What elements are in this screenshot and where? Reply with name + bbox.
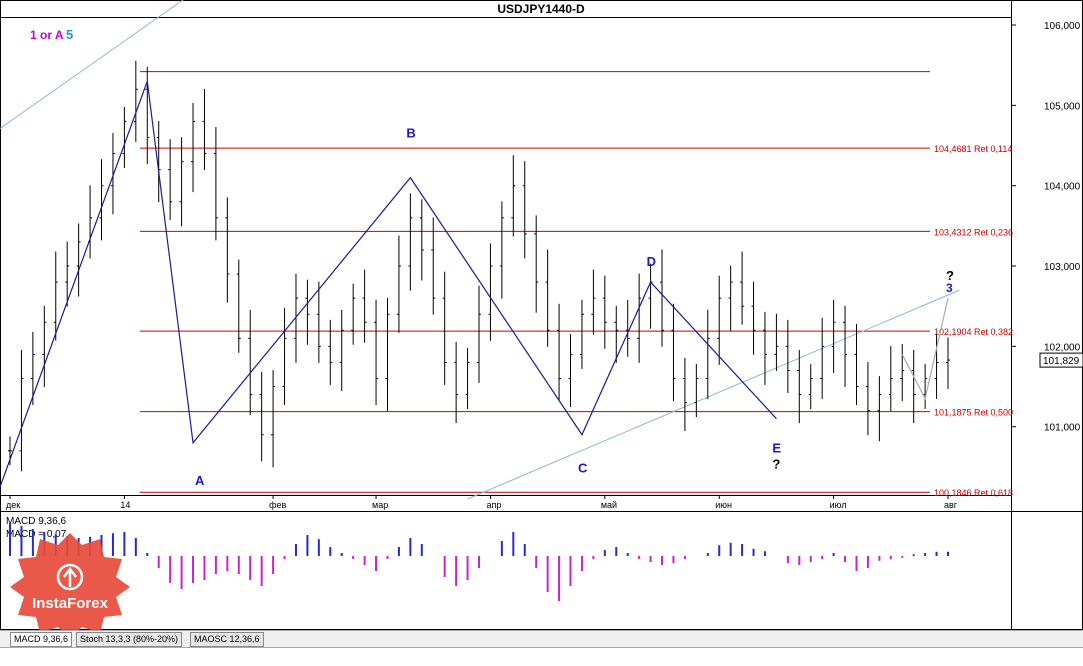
wave-label: ? bbox=[946, 268, 954, 283]
time-tick-label: июн bbox=[715, 500, 732, 510]
time-tick-label: дек bbox=[6, 500, 20, 510]
wave-label: 5 bbox=[66, 27, 73, 42]
time-tick-label: май bbox=[601, 500, 617, 510]
time-tick-label: мар bbox=[372, 500, 388, 510]
chart-title: USDJPY1440-D bbox=[497, 2, 585, 16]
fib-level-label: 102,1904 Ret 0,382 bbox=[934, 327, 1013, 337]
wave-label: E bbox=[772, 441, 781, 456]
fib-level-label: 103,4312 Ret 0,236 bbox=[934, 227, 1013, 237]
fib-level-label: 104,4681 Ret 0,114 bbox=[934, 144, 1012, 154]
wave-label: D bbox=[647, 254, 656, 269]
logo-text: InstaForex bbox=[32, 595, 108, 612]
instaforex-logo: InstaForex bbox=[8, 533, 132, 639]
price-tick-label: 103,000 bbox=[1044, 262, 1081, 273]
chart-frame bbox=[0, 0, 1083, 630]
price-tick-label: 105,000 bbox=[1044, 101, 1081, 112]
wave-label: A bbox=[195, 473, 205, 488]
wave-label: 1 or A bbox=[30, 28, 64, 42]
wave-label: B bbox=[406, 126, 415, 141]
price-tick-label: 102,000 bbox=[1044, 342, 1081, 353]
price-tick-label: 104,000 bbox=[1044, 182, 1081, 193]
time-tick-label: июл bbox=[830, 500, 847, 510]
trend-channel-line bbox=[0, 0, 184, 130]
trend-channel-line bbox=[467, 289, 960, 500]
fib-level-label: 101,1875 Ret 0,500 bbox=[934, 408, 1013, 418]
wave-count-line bbox=[0, 81, 777, 489]
tab-stoch[interactable]: Stoch 13,3,3 (80%-20%) bbox=[76, 632, 183, 647]
indicator-value: MACD = 0,07 bbox=[6, 529, 67, 540]
price-tick-label: 101,000 bbox=[1044, 423, 1081, 434]
current-price-box bbox=[1039, 352, 1083, 368]
wave-projection-line bbox=[901, 298, 949, 401]
tab-macd[interactable]: MACD 9,36,6 bbox=[10, 632, 73, 647]
time-tick-label: апр bbox=[486, 500, 501, 510]
fib-level-label: 100,1846 Ret 0,618 bbox=[934, 488, 1013, 498]
wave-label: ? bbox=[772, 457, 780, 472]
time-tick-label: фев bbox=[269, 500, 286, 510]
wave-label: C bbox=[578, 461, 588, 476]
wave-label: 3 bbox=[946, 281, 953, 295]
tab-maosc[interactable]: MAOSC 12,36,6 bbox=[190, 632, 264, 647]
price-tick-label: 106,000 bbox=[1044, 21, 1081, 32]
current-price-label: 101,829 bbox=[1043, 356, 1080, 367]
time-tick-label: авг bbox=[944, 500, 958, 510]
indicator-tab-strip: MACD 9,36,6 Stoch 13,3,3 (80%-20%) MAOSC… bbox=[0, 630, 1083, 648]
time-tick-label: 14 bbox=[120, 500, 130, 510]
indicator-name: MACD 9,36,6 bbox=[6, 516, 66, 527]
